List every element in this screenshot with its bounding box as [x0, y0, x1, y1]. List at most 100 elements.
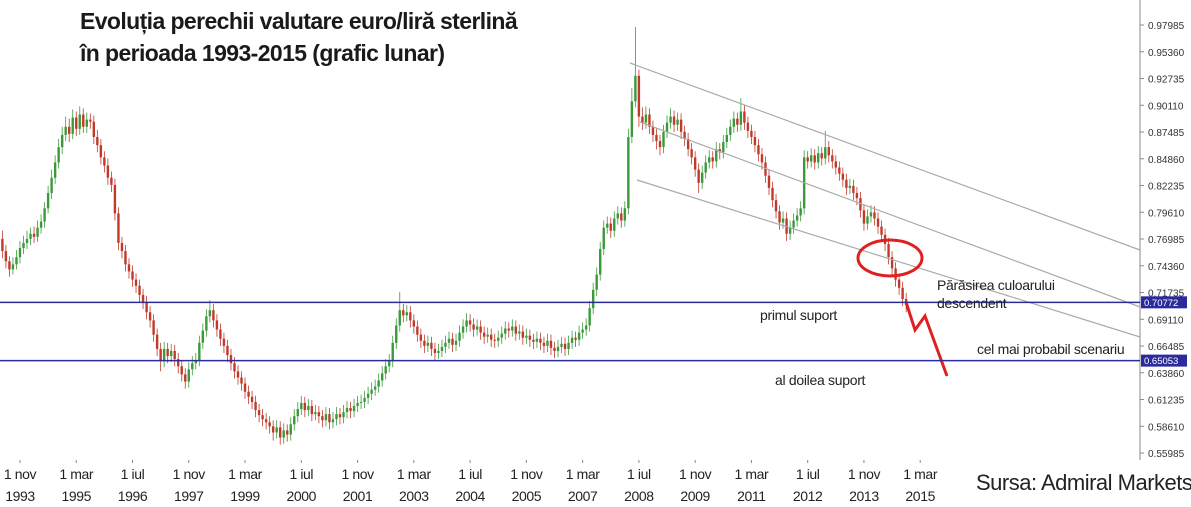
candle-body [117, 213, 120, 243]
y-tick-label: 0.71735 [1148, 289, 1185, 300]
candle-body [591, 289, 595, 309]
annotation: primul suport [760, 307, 838, 323]
candle-body [711, 157, 714, 162]
candle-body [264, 419, 268, 423]
candle-body [444, 342, 447, 347]
candle-body [286, 430, 289, 435]
candle-body [781, 218, 785, 223]
candle-body [567, 342, 570, 349]
candle-body [546, 340, 549, 346]
candle-body [398, 310, 401, 326]
candle-body [482, 332, 486, 337]
candle-body [831, 155, 834, 162]
candle-body [468, 320, 472, 325]
candle-body [623, 208, 627, 221]
candle-body [289, 424, 292, 435]
x-tick-label: 1 nov 1993 [3, 466, 37, 504]
candle-body [595, 274, 598, 290]
candle-body [395, 325, 398, 343]
candle-body [50, 177, 53, 194]
candle-body [704, 162, 707, 173]
candle-body [644, 114, 648, 123]
candle-body [845, 179, 848, 188]
candle-body [247, 391, 250, 397]
y-tick-label: 0.79610 [1148, 208, 1185, 219]
candle-body [317, 412, 321, 417]
candle-body [700, 172, 704, 183]
candle-body [359, 401, 363, 403]
candle-body [588, 308, 591, 326]
scenario-arrow [904, 301, 949, 377]
y-tick-label: 0.58610 [1148, 422, 1185, 433]
candle-body [426, 342, 430, 346]
candle-body [539, 338, 542, 343]
candle-body [834, 161, 838, 168]
candle-body [39, 221, 43, 228]
x-tick-label: 1 nov 2013 [847, 466, 881, 504]
candle-body [138, 285, 141, 295]
candle-body [419, 334, 423, 341]
x-tick-label: 1 nov 2005 [510, 466, 543, 504]
candle-body [145, 302, 148, 313]
candle-body [310, 405, 314, 415]
candle-body [454, 340, 458, 345]
candle-body [602, 227, 605, 250]
y-tick-label: 0.82235 [1148, 182, 1185, 193]
candle-body [760, 154, 764, 163]
candle-body [268, 422, 271, 427]
candle-body [430, 342, 433, 349]
candle-body [817, 153, 820, 163]
candle-body [152, 320, 155, 335]
candle-body [106, 165, 110, 178]
candle-body [314, 412, 317, 415]
y-tick-label: 0.92735 [1148, 75, 1185, 86]
candle-body [22, 242, 25, 249]
candle-body [131, 271, 134, 280]
candle-body [458, 332, 461, 341]
candle-body [250, 396, 254, 402]
candle-body [275, 427, 278, 433]
x-tick-label: 1 mar 1999 [228, 466, 262, 504]
candle-body [120, 242, 124, 252]
x-tick-label: 1 nov 1997 [172, 466, 206, 504]
candle-body [634, 75, 637, 102]
annotation: Părăsirea culoarului descendent [937, 277, 1055, 311]
candle-body [162, 348, 166, 362]
annotation: al doilea suport [775, 372, 866, 388]
candle-body [665, 122, 669, 132]
x-tick-label: 1 iul 2008 [624, 466, 654, 504]
candle-body [303, 402, 307, 411]
x-tick-label: 1 mar 2007 [565, 466, 600, 504]
candle-body [521, 331, 525, 338]
y-tick-label: 0.74360 [1148, 262, 1185, 273]
candle-body [613, 218, 616, 231]
candle-body [335, 414, 338, 420]
candle-body [862, 210, 866, 224]
channel-middle [639, 121, 1141, 308]
y-tick-label: 0.69110 [1148, 315, 1184, 326]
candle-body [672, 116, 676, 125]
annotation: cel mai probabil scenariu [977, 341, 1125, 357]
candle-body [479, 326, 482, 333]
y-tick-label: 0.66485 [1148, 342, 1185, 353]
candle-body [338, 414, 342, 418]
candle-body [366, 393, 370, 398]
candle-body [71, 117, 74, 134]
candle-body [887, 243, 890, 258]
candle-body [697, 169, 700, 183]
candle-body [373, 386, 377, 390]
candle-body [556, 346, 560, 351]
candle-body [461, 326, 465, 333]
candle-body [813, 155, 816, 163]
candle-body [388, 361, 391, 367]
candle-body [852, 185, 855, 194]
candle-body [848, 185, 852, 188]
candle-body [187, 369, 190, 382]
candle-body [278, 427, 282, 438]
chart-title: în perioada 1993-2015 (grafic lunar) [80, 40, 445, 66]
candle-body [746, 122, 750, 131]
candle-body [890, 257, 894, 269]
candle-body [405, 312, 408, 316]
candle-body [60, 134, 64, 148]
